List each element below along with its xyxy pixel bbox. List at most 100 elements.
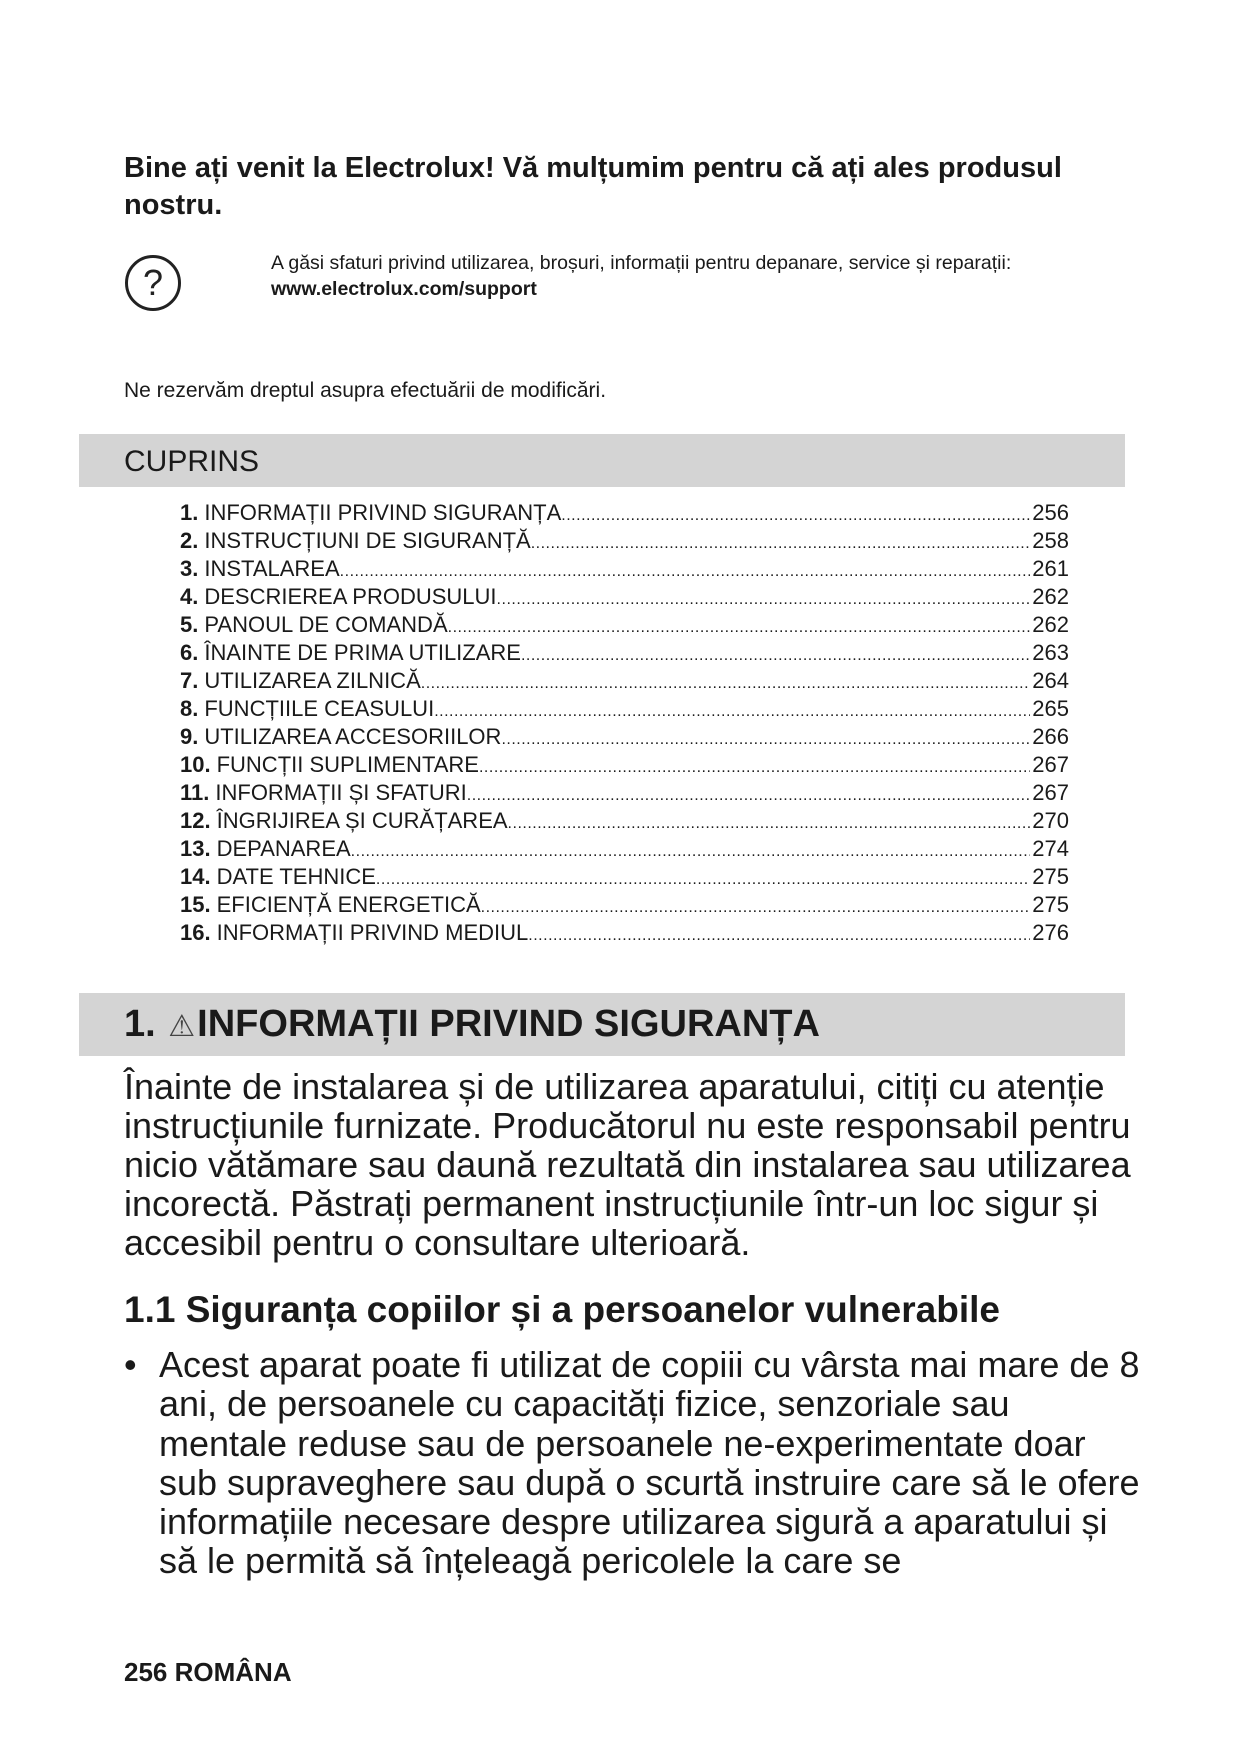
toc-dot-leader: [448, 614, 1031, 639]
toc-dot-leader: [351, 838, 1031, 863]
toc-item-number: 10.: [180, 752, 211, 777]
toc-item-label: FUNCȚIILE CEASULUI: [204, 696, 435, 721]
toc-item[interactable]: 5.PANOUL DE COMANDĂ 262: [180, 611, 1069, 639]
toc-dot-leader: [521, 642, 1030, 667]
toc-item-page: 267: [1032, 780, 1069, 805]
toc-item[interactable]: 13.DEPANAREA 274: [180, 835, 1069, 863]
toc-item-page: 276: [1032, 920, 1069, 945]
toc-item-page: 258: [1032, 528, 1069, 553]
toc-item-page: 256: [1032, 500, 1069, 525]
toc-item[interactable]: 2.INSTRUCȚIUNI DE SIGURANȚĂ 258: [180, 527, 1069, 555]
toc-item-number: 3.: [180, 556, 199, 581]
toc-item-label: INSTALAREA: [204, 556, 340, 581]
section-number: 1.: [124, 1003, 156, 1045]
welcome-heading: Bine ați venit la Electrolux! Vă mulțumi…: [124, 152, 1062, 221]
list-item: • Acest aparat poate fi utilizat de copi…: [124, 1345, 1144, 1581]
toc-item-number: 11.: [180, 780, 210, 805]
toc-item-label: DATE TEHNICE: [216, 864, 376, 889]
toc-item[interactable]: 8.FUNCȚIILE CEASULUI 265: [180, 695, 1069, 723]
toc-item[interactable]: 15.EFICIENȚĂ ENERGETICĂ 275: [180, 891, 1069, 919]
toc-dot-leader: [479, 754, 1030, 779]
toc-dot-leader: [481, 894, 1031, 919]
toc-item-page: 275: [1032, 864, 1069, 889]
toc-header-bar: CUPRINS: [79, 434, 1125, 487]
toc-item[interactable]: 12.ÎNGRIJIREA ȘI CURĂȚAREA 270: [180, 807, 1069, 835]
toc-item[interactable]: 11.INFORMAȚII ȘI SFATURI 267: [180, 779, 1069, 807]
list-item-text: Acest aparat poate fi utilizat de copiii…: [159, 1344, 1140, 1582]
toc-item-page: 267: [1032, 752, 1069, 777]
toc-dot-leader: [528, 922, 1030, 947]
intro-paragraph: Înainte de instalarea și de utilizarea a…: [124, 1066, 1131, 1263]
section-header-bar: 1. ⚠INFORMAȚII PRIVIND SIGURANȚA: [79, 993, 1125, 1056]
toc-item-number: 14.: [180, 864, 211, 889]
table-of-contents: 1.INFORMAȚII PRIVIND SIGURANȚA2562.INSTR…: [180, 499, 1069, 947]
support-info: A găsi sfaturi privind utilizarea, broșu…: [271, 250, 1091, 302]
question-circle-icon: ?: [125, 255, 181, 311]
toc-item-number: 1.: [180, 500, 199, 525]
toc-item[interactable]: 9.UTILIZAREA ACCESORIILOR 266: [180, 723, 1069, 751]
toc-dot-leader: [508, 810, 1031, 835]
toc-dot-leader: [501, 726, 1030, 751]
toc-dot-leader: [531, 530, 1031, 555]
toc-item-label: FUNCȚII SUPLIMENTARE: [216, 752, 479, 777]
toc-item-page: 263: [1032, 640, 1069, 665]
toc-item-number: 12.: [180, 808, 211, 833]
toc-item-label: EFICIENȚĂ ENERGETICĂ: [216, 892, 481, 917]
toc-item-page: 274: [1032, 836, 1069, 861]
toc-title: CUPRINS: [124, 445, 260, 478]
toc-item-page: 265: [1032, 696, 1069, 721]
toc-dot-leader: [434, 698, 1030, 723]
toc-item-page: 262: [1032, 584, 1069, 609]
toc-item[interactable]: 1.INFORMAȚII PRIVIND SIGURANȚA 256: [180, 499, 1069, 527]
toc-item-label: PANOUL DE COMANDĂ: [204, 612, 448, 637]
toc-item[interactable]: 3.INSTALAREA 261: [180, 555, 1069, 583]
toc-dot-leader: [467, 782, 1031, 807]
toc-item[interactable]: 4.DESCRIEREA PRODUSULUI 262: [180, 583, 1069, 611]
toc-item-page: 266: [1032, 724, 1069, 749]
section-title: 1. ⚠INFORMAȚII PRIVIND SIGURANȚA: [124, 1003, 820, 1046]
toc-dot-leader: [340, 558, 1031, 583]
toc-item-page: 264: [1032, 668, 1069, 693]
toc-item-label: UTILIZAREA ZILNICĂ: [204, 668, 421, 693]
toc-item-page: 275: [1032, 892, 1069, 917]
toc-dot-leader: [421, 670, 1031, 695]
toc-item-label: DEPANAREA: [216, 836, 351, 861]
toc-item-number: 15.: [180, 892, 211, 917]
toc-item[interactable]: 14.DATE TEHNICE 275: [180, 863, 1069, 891]
rights-notice: Ne rezervăm dreptul asupra efectuării de…: [124, 379, 607, 402]
toc-item-label: DESCRIEREA PRODUSULUI: [204, 584, 497, 609]
support-text: A găsi sfaturi privind utilizarea, broșu…: [271, 252, 1012, 274]
toc-item-number: 7.: [180, 668, 199, 693]
toc-dot-leader: [497, 586, 1031, 611]
toc-item-number: 16.: [180, 920, 211, 945]
toc-item-label: INFORMAȚII ȘI SFATURI: [215, 780, 467, 805]
toc-item-number: 13.: [180, 836, 211, 861]
toc-item-number: 2.: [180, 528, 199, 553]
toc-dot-leader: [376, 866, 1030, 891]
page-footer: 256 ROMÂNA: [124, 1657, 292, 1687]
section-title-text: INFORMAȚII PRIVIND SIGURANȚA: [197, 1003, 820, 1045]
toc-item-label: INFORMAȚII PRIVIND MEDIUL: [216, 920, 529, 945]
toc-item-number: 4.: [180, 584, 199, 609]
toc-item-page: 262: [1032, 612, 1069, 637]
subsection-heading: 1.1 Siguranța copiilor și a persoanelor …: [124, 1289, 1000, 1330]
toc-item-label: ÎNGRIJIREA ȘI CURĂȚAREA: [216, 808, 508, 833]
toc-item-page: 261: [1032, 556, 1069, 581]
toc-item-label: UTILIZAREA ACCESORIILOR: [204, 724, 502, 749]
toc-item-label: INSTRUCȚIUNI DE SIGURANȚĂ: [204, 528, 531, 553]
toc-item-label: ÎNAINTE DE PRIMA UTILIZARE: [204, 640, 521, 665]
toc-item-page: 270: [1032, 808, 1069, 833]
warning-triangle-icon: ⚠: [168, 1010, 196, 1043]
toc-item-number: 5.: [180, 612, 199, 637]
toc-item[interactable]: 6.ÎNAINTE DE PRIMA UTILIZARE 263: [180, 639, 1069, 667]
toc-item-label: INFORMAȚII PRIVIND SIGURANȚA: [204, 500, 562, 525]
toc-item[interactable]: 10.FUNCȚII SUPLIMENTARE 267: [180, 751, 1069, 779]
toc-item-number: 8.: [180, 696, 199, 721]
toc-item-number: 6.: [180, 640, 199, 665]
bullet-icon: •: [124, 1344, 137, 1385]
support-link[interactable]: www.electrolux.com/support: [271, 278, 537, 300]
toc-item-number: 9.: [180, 724, 199, 749]
toc-dot-leader: [561, 502, 1030, 527]
toc-item[interactable]: 16.INFORMAȚII PRIVIND MEDIUL 276: [180, 919, 1069, 947]
toc-item[interactable]: 7.UTILIZAREA ZILNICĂ 264: [180, 667, 1069, 695]
